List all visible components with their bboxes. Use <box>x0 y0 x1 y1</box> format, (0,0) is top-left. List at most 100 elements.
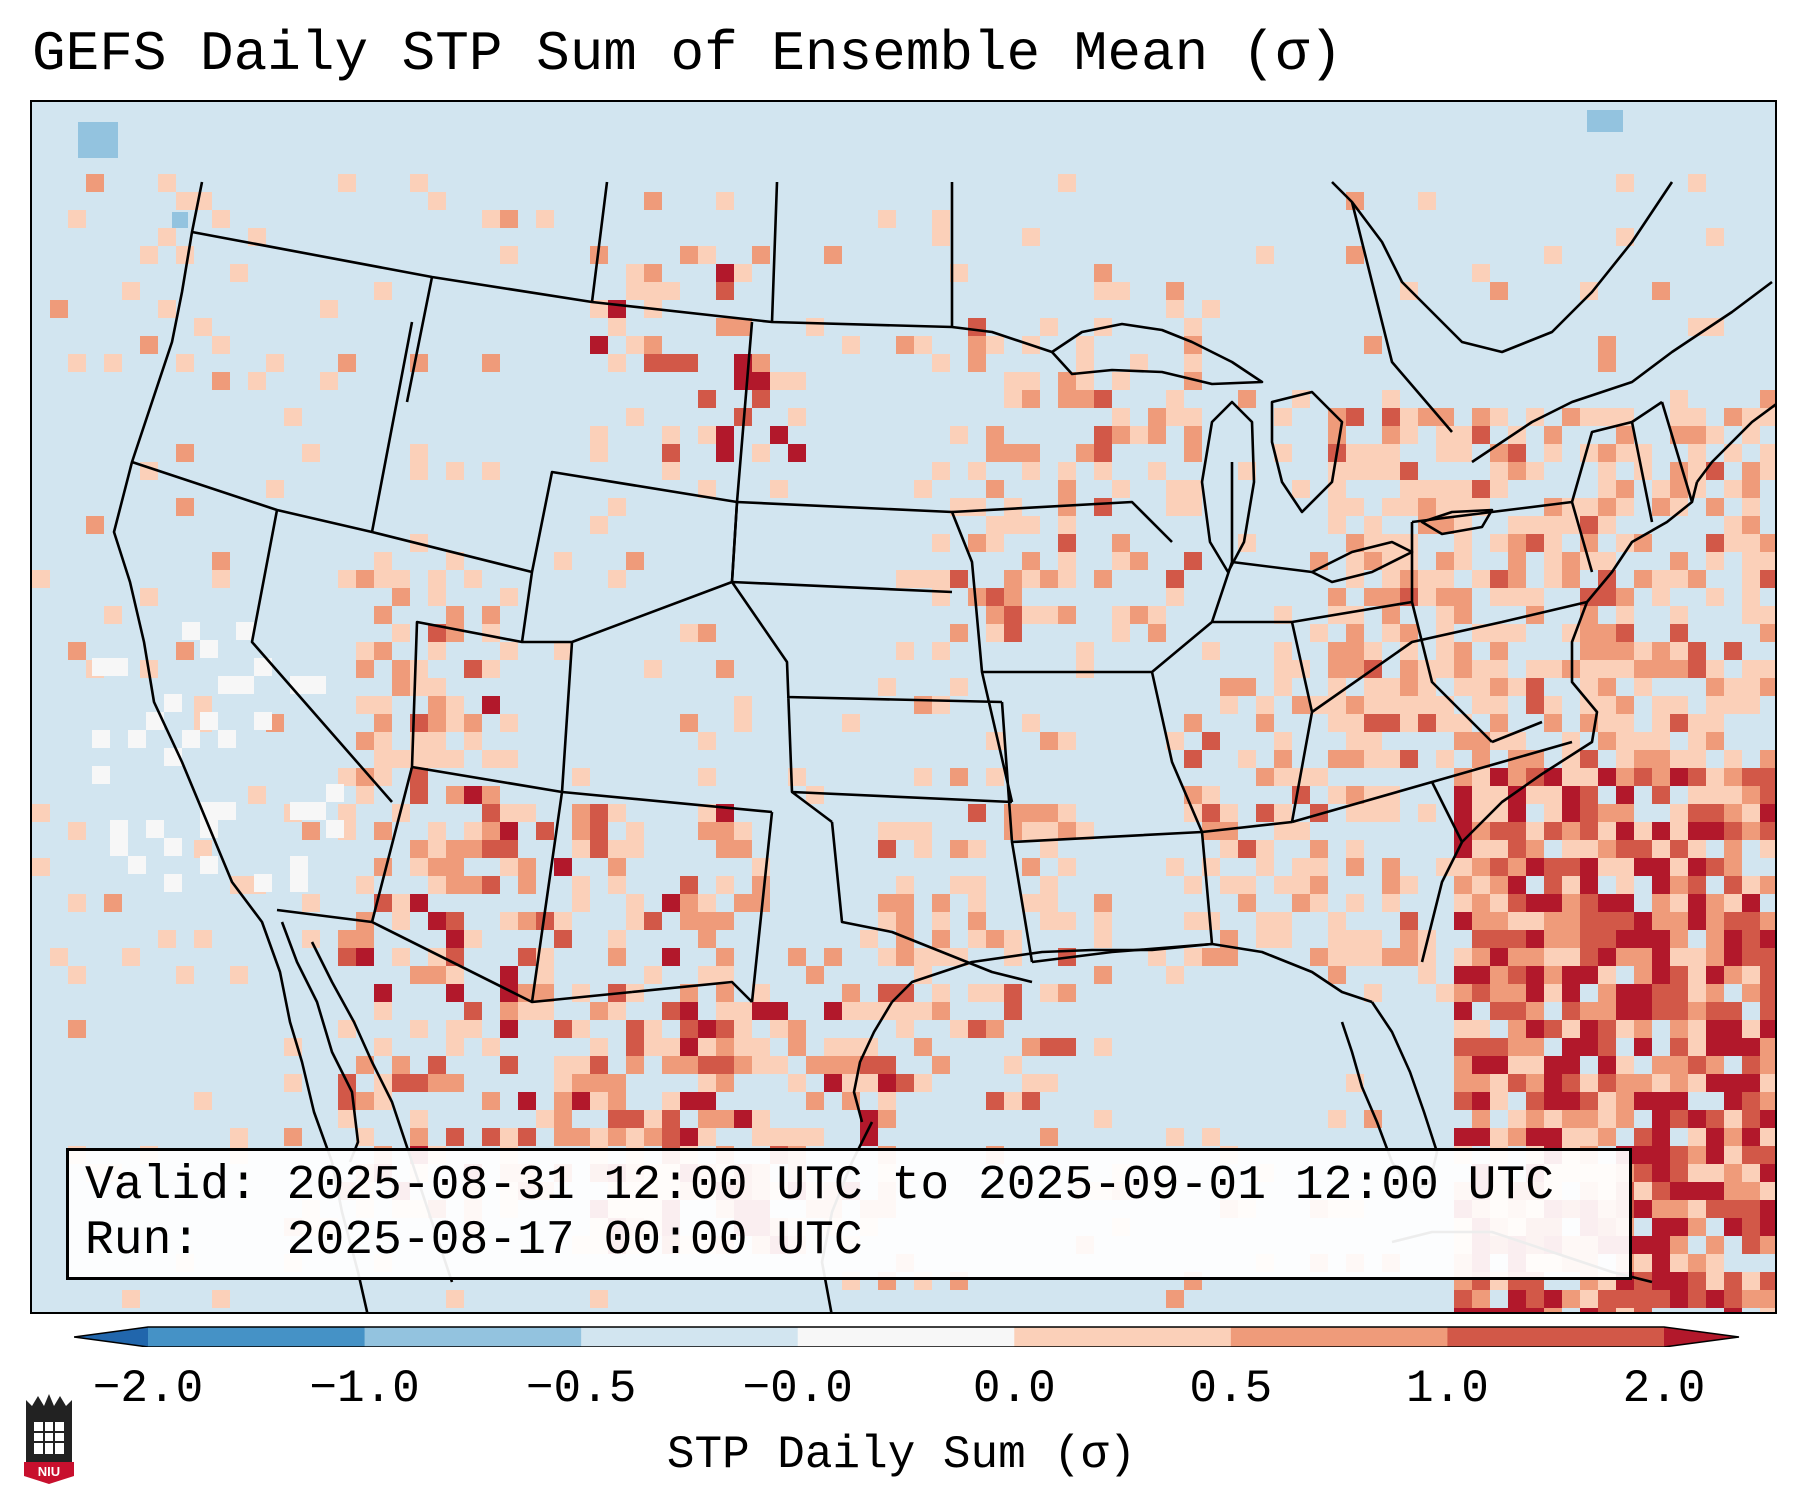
chart-title: GEFS Daily STP Sum of Ensemble Mean (σ) <box>32 22 1343 86</box>
anomaly-cell <box>986 930 1004 948</box>
anomaly-cell <box>1706 462 1724 480</box>
anomaly-cell <box>1418 192 1436 210</box>
anomaly-cell <box>1670 1290 1688 1308</box>
anomaly-cell <box>1472 1290 1490 1308</box>
anomaly-cell <box>1598 804 1616 822</box>
anomaly-cell <box>1760 1128 1775 1146</box>
anomaly-cell <box>1400 948 1418 966</box>
anomaly-cell <box>1580 1020 1598 1038</box>
anomaly-cell <box>1742 498 1760 516</box>
anomaly-cell <box>1166 390 1184 408</box>
anomaly-cell <box>698 966 716 984</box>
anomaly-cell <box>1724 1128 1742 1146</box>
anomaly-cell <box>824 1002 842 1020</box>
anomaly-cell <box>1652 966 1670 984</box>
anomaly-cell <box>1472 480 1490 498</box>
anomaly-cell <box>1616 624 1634 642</box>
anomaly-cell <box>896 336 914 354</box>
anomaly-cell <box>1256 930 1274 948</box>
anomaly-cell <box>932 210 950 228</box>
anomaly-cell <box>1544 1308 1562 1312</box>
anomaly-cell <box>1454 678 1472 696</box>
anomaly-cell <box>158 300 176 318</box>
anomaly-cell <box>1688 570 1706 588</box>
anomaly-cell <box>590 822 608 840</box>
anomaly-cell <box>482 462 500 480</box>
anomaly-cell <box>680 912 698 930</box>
anomaly-cell <box>734 696 752 714</box>
anomaly-cell <box>176 966 194 984</box>
anomaly-cell <box>878 984 896 1002</box>
anomaly-cell <box>716 264 734 282</box>
anomaly-cell <box>410 444 428 462</box>
anomaly-cell <box>1346 750 1364 768</box>
anomaly-cell <box>1706 1056 1724 1074</box>
anomaly-cell <box>1292 480 1310 498</box>
anomaly-cell <box>1652 714 1670 732</box>
anomaly-cell <box>644 966 662 984</box>
anomaly-cell <box>1670 1146 1688 1164</box>
anomaly-cell <box>572 1020 590 1038</box>
anomaly-cell <box>284 1128 302 1146</box>
anomaly-cell <box>1454 786 1472 804</box>
anomaly-cell <box>1472 1038 1490 1056</box>
colorbar-segment <box>1014 1327 1232 1347</box>
anomaly-cell <box>446 552 464 570</box>
anomaly-cell <box>1292 858 1310 876</box>
anomaly-cell <box>1544 966 1562 984</box>
anomaly-cell <box>842 1038 860 1056</box>
anomaly-cell <box>698 624 716 642</box>
anomaly-cell <box>1040 1038 1058 1056</box>
anomaly-cell <box>356 732 374 750</box>
anomaly-cell <box>446 606 464 624</box>
anomaly-cell <box>158 174 176 192</box>
anomaly-cell <box>1058 984 1076 1002</box>
anomaly-cell <box>1616 894 1634 912</box>
anomaly-cell <box>1634 768 1652 786</box>
anomaly-cell <box>428 642 446 660</box>
anomaly-cell <box>572 840 590 858</box>
anomaly-cell <box>986 480 1004 498</box>
anomaly-cell <box>788 1074 806 1092</box>
anomaly-cell <box>1670 696 1688 714</box>
anomaly-cell <box>1040 840 1058 858</box>
anomaly-cell <box>1220 678 1238 696</box>
anomaly-cell <box>446 714 464 732</box>
anomaly-cell <box>860 1128 878 1146</box>
anomaly-cell <box>1454 1038 1472 1056</box>
anomaly-cell <box>128 730 146 748</box>
anomaly-cell <box>1544 1092 1562 1110</box>
anomaly-cell <box>356 642 374 660</box>
anomaly-cell <box>1670 1236 1688 1254</box>
anomaly-cell <box>1616 768 1634 786</box>
anomaly-cell <box>1724 1308 1742 1312</box>
anomaly-cell <box>1346 660 1364 678</box>
anomaly-cell <box>1400 498 1418 516</box>
anomaly-cell <box>1742 786 1760 804</box>
anomaly-cell <box>770 1020 788 1038</box>
anomaly-cell <box>1508 786 1526 804</box>
anomaly-cell <box>680 714 698 732</box>
anomaly-cell <box>1202 804 1220 822</box>
anomaly-cell <box>1526 786 1544 804</box>
anomaly-cell <box>1220 822 1238 840</box>
anomaly-cell <box>1346 408 1364 426</box>
anomaly-cell <box>1670 660 1688 678</box>
anomaly-cell <box>608 318 626 336</box>
anomaly-cell <box>1184 552 1202 570</box>
anomaly-cell <box>554 642 572 660</box>
anomaly-cell <box>1580 1002 1598 1020</box>
anomaly-cell <box>284 1074 302 1092</box>
anomaly-cell <box>482 750 500 768</box>
anomaly-cell <box>194 840 212 858</box>
anomaly-cell <box>1760 912 1775 930</box>
anomaly-cell <box>1634 948 1652 966</box>
anomaly-cell <box>1310 840 1328 858</box>
anomaly-cell <box>1724 1092 1742 1110</box>
anomaly-cell <box>1760 768 1775 786</box>
anomaly-cell <box>608 1002 626 1020</box>
anomaly-cell <box>1724 768 1742 786</box>
anomaly-cell <box>428 678 446 696</box>
anomaly-cell <box>1076 444 1094 462</box>
new-england-coast <box>1695 403 1775 483</box>
